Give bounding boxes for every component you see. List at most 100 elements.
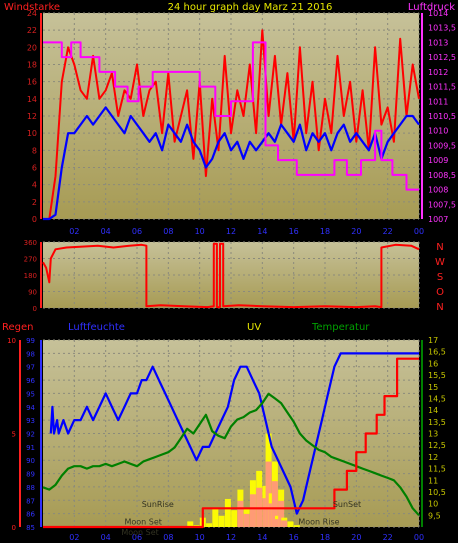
pressure-tick-label: 1014 [428, 9, 448, 18]
direction-tick-label: 270 [24, 256, 37, 264]
temperature-tick-label: 9,5 [428, 511, 441, 520]
temperature-tick-label: 15,5 [428, 371, 446, 380]
x-tick-label: 06 [132, 227, 142, 236]
compass-label: S [437, 272, 443, 283]
x-tick-label: 20 [351, 227, 361, 236]
pressure-tick-label: 1012 [428, 68, 448, 77]
direction-tick-label: 0 [33, 305, 37, 313]
x-tick-label: 20 [351, 533, 361, 542]
pressure-tick-label: 1010 [428, 127, 448, 136]
humidity-tick-label: 91 [26, 444, 35, 452]
compass-label: W [435, 257, 445, 268]
uv-bar [287, 521, 294, 527]
uv-bar [187, 521, 194, 527]
rain-axis-title: Regen [2, 322, 34, 333]
wind-tick-label: 24 [27, 9, 37, 18]
humidity-tick-label: 93 [26, 417, 35, 425]
wind-tick-label: 20 [27, 43, 37, 52]
direction-tick-label: 90 [28, 289, 37, 297]
astro-annotation: SunRise [142, 500, 174, 509]
uv-glow-bar [265, 461, 272, 527]
series-line-luftfeuchte [49, 352, 419, 515]
x-tick-label: 12 [226, 227, 236, 236]
x-tick-label: 06 [132, 533, 142, 542]
wind-tick-label: 2 [32, 198, 37, 207]
compass-label: N [436, 242, 443, 253]
compass-label: N [436, 302, 443, 313]
series-line-windstarke-avg [43, 106, 420, 221]
humidity-tick-label: 89 [26, 471, 35, 479]
wind-tick-label: 10 [27, 129, 37, 138]
x-tick-label: 08 [163, 533, 173, 542]
temperature-tick-label: 10,5 [428, 488, 446, 497]
x-tick-label: 10 [195, 533, 205, 542]
x-tick-label: 12 [226, 533, 236, 542]
pressure-tick-label: 1011,5 [428, 83, 456, 92]
direction-tick-label: 180 [24, 272, 37, 280]
uv-bar [206, 523, 213, 527]
humidity-tick-label: 98 [26, 350, 35, 358]
wind-tick-label: 8 [32, 146, 37, 155]
wind-tick-label: 0 [32, 215, 37, 224]
temperature-tick-label: 17 [428, 336, 438, 345]
series-line-luftdruck [43, 41, 419, 191]
uv-glow-bar [262, 498, 269, 527]
temperature-tick-label: 10 [428, 500, 438, 509]
pressure-tick-label: 1009 [428, 156, 448, 165]
temperature-tick-label: 11 [428, 476, 438, 485]
astro-annotation: Moon Set [121, 528, 158, 537]
humidity-axis-title: Luftfeuchte [68, 322, 125, 333]
x-tick-label: 16 [289, 227, 299, 236]
pressure-tick-label: 1012,5 [428, 53, 456, 62]
x-tick-label: 02 [69, 533, 79, 542]
temperature-tick-label: 13 [428, 430, 438, 439]
wind-tick-label: 16 [27, 78, 37, 87]
wind-axis-title: Windstarke [4, 2, 60, 13]
uv-bar [293, 525, 300, 527]
wind-tick-label: 18 [27, 61, 37, 70]
humidity-tick-label: 97 [26, 364, 35, 372]
uv-glow-bar [243, 513, 250, 527]
direction-tick-label: 360 [24, 239, 37, 247]
wind-tick-label: 12 [27, 112, 37, 121]
x-tick-label: 04 [101, 533, 111, 542]
series-line-wind-direction [42, 242, 420, 309]
uv-bar [218, 515, 225, 527]
uv-glow-bar [268, 503, 275, 527]
x-tick-label: 00 [414, 533, 424, 542]
temperature-tick-label: 11,5 [428, 465, 446, 474]
series-line-regen [43, 357, 419, 529]
compass-label: O [436, 287, 444, 298]
pressure-tick-label: 1009,5 [428, 141, 456, 150]
x-tick-label: 14 [257, 227, 267, 236]
temperature-tick-label: 12,5 [428, 441, 446, 450]
uv-glow-bar [281, 520, 288, 527]
x-tick-label: 02 [69, 227, 79, 236]
pressure-tick-label: 1013 [428, 38, 448, 47]
temperature-tick-label: 13,5 [428, 418, 446, 427]
uv-glow-bar [249, 494, 256, 527]
uv-glow-bar [275, 519, 281, 527]
uv-glow-bar [271, 481, 278, 527]
uv-glow-bar [237, 500, 244, 527]
uv-bar [231, 510, 238, 527]
x-tick-label: 10 [195, 227, 205, 236]
rain-tick-label: 0 [12, 524, 16, 532]
humidity-tick-label: 85 [26, 524, 35, 532]
humidity-tick-label: 94 [26, 404, 35, 412]
uv-bar [224, 498, 231, 527]
wind-tick-label: 6 [32, 164, 37, 173]
pressure-tick-label: 1007 [428, 215, 448, 224]
temperature-axis-title: Temperatur [311, 322, 370, 333]
wind-tick-label: 14 [27, 95, 37, 104]
temperature-tick-label: 16 [428, 359, 438, 368]
pressure-axis-title: Luftdruck [408, 2, 455, 13]
x-tick-label: 18 [320, 227, 330, 236]
x-tick-label: 00 [414, 227, 424, 236]
temperature-tick-label: 14 [428, 406, 438, 415]
humidity-tick-label: 92 [26, 431, 35, 439]
humidity-tick-label: 87 [26, 497, 35, 505]
wind-tick-label: 22 [27, 26, 37, 35]
chart-title: 24 hour graph day Marz 21 2016 [168, 2, 333, 13]
